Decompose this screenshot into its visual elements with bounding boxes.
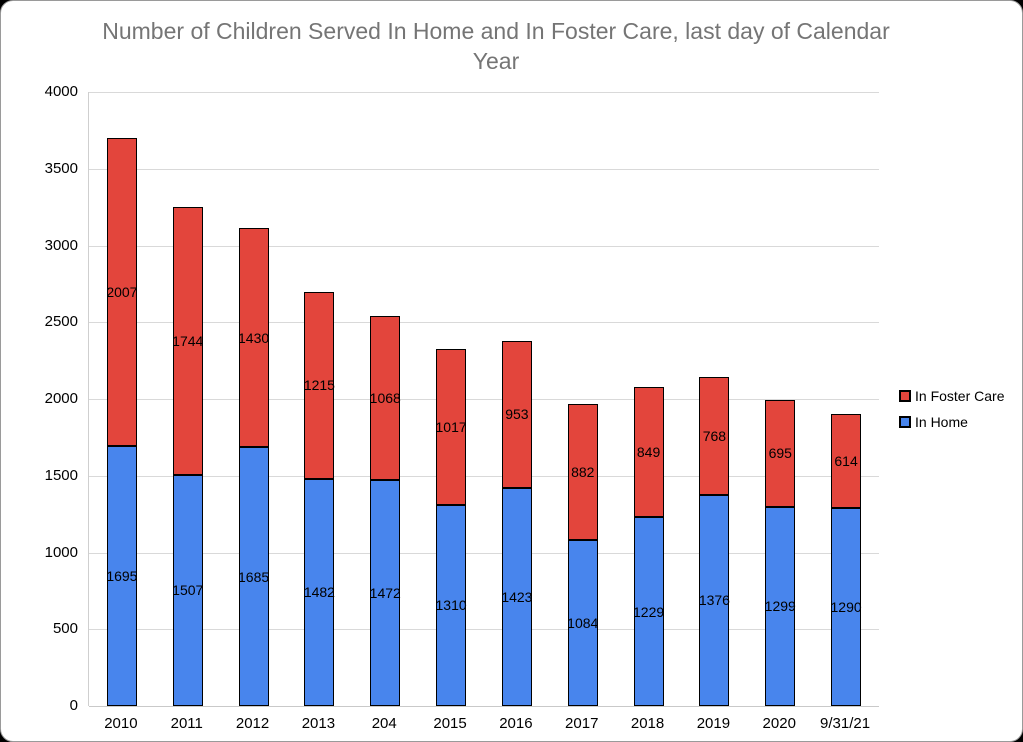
bar-segment-in-foster-care (633, 387, 664, 518)
bar-segment-in-home (370, 480, 401, 706)
bar-value-label-in-foster-care: 614 (834, 452, 858, 469)
bar-value-label-in-foster-care: 1215 (303, 377, 335, 394)
bar-segment-in-foster-care (370, 316, 401, 481)
bar-value-label-in-foster-care: 2007 (106, 283, 138, 300)
legend-item-in-home: In Home (899, 414, 1004, 430)
bar-value-label-in-foster-care: 882 (571, 463, 595, 480)
bar-segment-in-foster-care (567, 404, 598, 540)
bar-segment-in-home (172, 474, 203, 706)
gridline (89, 475, 879, 477)
gridline (89, 552, 879, 554)
x-axis-label: 2017 (565, 715, 599, 732)
bar-segment-in-home (699, 494, 730, 706)
gridline (89, 168, 879, 170)
x-axis-label: 2015 (433, 715, 467, 732)
bar-segment-in-foster-care (699, 376, 730, 495)
bar-segment-in-foster-care (436, 348, 467, 505)
bar-value-label-in-home: 1695 (106, 567, 138, 584)
gridline (89, 92, 879, 93)
gridline (89, 245, 879, 247)
y-axis-label: 3500 (44, 159, 78, 177)
bar-value-label-in-foster-care: 1430 (238, 329, 270, 346)
legend-item-in-foster-care: In Foster Care (899, 388, 1004, 404)
bar-value-label-in-home: 1290 (830, 599, 862, 615)
x-axis-label: 2020 (762, 715, 796, 732)
bar-value-label-in-home: 1507 (172, 582, 204, 599)
bar-value-label-in-home: 1376 (698, 592, 730, 609)
bar-segment-in-foster-care (106, 137, 137, 446)
legend-label: In Foster Care (915, 388, 1005, 404)
bar-value-label-in-foster-care: 953 (505, 406, 529, 423)
bar-value-label-in-home: 1299 (764, 598, 796, 615)
bar-segment-in-home (567, 539, 598, 706)
y-axis-label: 1500 (44, 466, 78, 484)
bar-value-label-in-home: 1685 (238, 568, 270, 585)
bar-value-label-in-home: 1482 (303, 584, 335, 601)
y-axis-label: 3000 (44, 236, 78, 254)
plot-area: 1695 2007 1507 1744 1685 1430 1482 1215 1472 1068… (88, 92, 879, 707)
gridline (89, 399, 879, 400)
x-axis-label: 2011 (170, 715, 203, 732)
bar-segment-in-home (633, 517, 664, 706)
bar-segment-in-home (436, 504, 467, 706)
legend: In Foster Care In Home (899, 388, 1004, 440)
chart-title: Number of Children Served In Home and In… (102, 18, 890, 74)
bar-segment-in-home (765, 506, 796, 706)
x-axis-label: 2018 (630, 715, 665, 732)
gridline (89, 322, 879, 324)
bar-value-label-in-home: 1084 (567, 614, 599, 631)
y-axis-label: 0 (69, 697, 78, 714)
x-axis-line (89, 706, 879, 707)
legend-label: In Home (915, 414, 968, 430)
bar-segment-in-home (238, 447, 269, 706)
y-axis-label: 1000 (44, 543, 78, 561)
bar-segment-in-foster-care (501, 341, 532, 488)
x-axis-label: 9/31/21 (820, 715, 871, 732)
x-axis-label: 2012 (235, 715, 270, 732)
bar-segment-in-foster-care (831, 413, 862, 508)
bar-value-label-in-foster-care: 695 (768, 445, 792, 462)
bar-value-label-in-foster-care: 1068 (369, 390, 401, 407)
x-axis-label: 2019 (696, 715, 731, 732)
bar-value-label-in-foster-care: 1744 (172, 332, 204, 349)
bar-value-label-in-home: 1472 (369, 585, 401, 602)
x-axis-label: 2010 (104, 715, 138, 732)
bar-value-label-in-home: 1229 (633, 603, 665, 620)
bar-segment-in-foster-care (304, 292, 335, 479)
gridline (89, 629, 879, 631)
bar-value-label-in-home: 1423 (501, 588, 533, 605)
bar-segment-in-home (106, 445, 137, 706)
in-home-swatch-icon (899, 416, 911, 428)
y-axis-label: 4000 (44, 83, 78, 100)
bar-value-label-in-foster-care: 768 (702, 427, 727, 444)
bar-segment-in-foster-care (172, 206, 203, 475)
bar-value-label-in-foster-care: 849 (636, 444, 661, 461)
bar-segment-in-foster-care (765, 399, 796, 507)
bar-segment-in-home (831, 508, 862, 706)
bar-segment-in-home (304, 478, 335, 706)
bar-value-label-in-home: 1310 (435, 597, 467, 614)
y-axis-label: 2000 (44, 390, 78, 407)
bar-value-label-in-foster-care: 1017 (435, 418, 467, 435)
bar-segment-in-foster-care (238, 227, 269, 448)
y-axis-label: 2500 (44, 313, 78, 331)
y-axis-label: 500 (52, 620, 78, 638)
x-axis-label: 204 (371, 715, 397, 732)
x-axis-label: 2013 (301, 715, 336, 732)
x-axis-label: 2016 (499, 715, 533, 732)
foster-care-swatch-icon (899, 390, 911, 402)
bar-segment-in-home (501, 487, 532, 706)
